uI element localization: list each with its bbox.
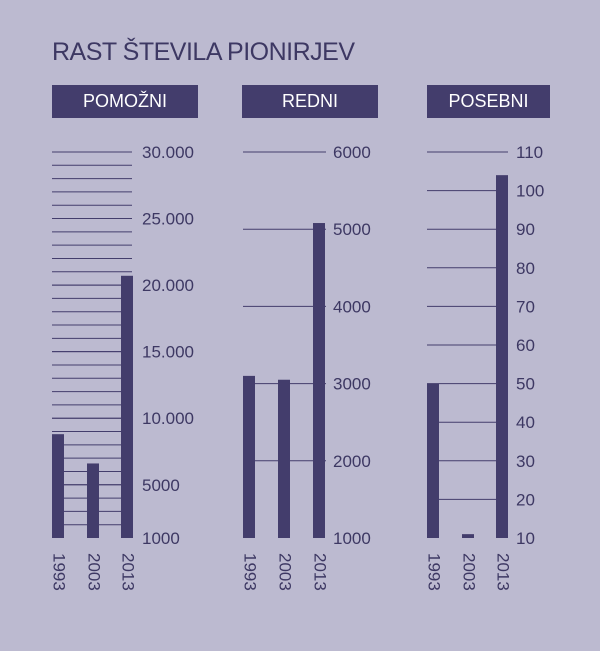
y-tick-label-redni: 1000 bbox=[333, 529, 371, 548]
y-tick-label-posebni: 50 bbox=[516, 375, 535, 394]
bar-pomozni-1993 bbox=[52, 434, 64, 538]
y-tick-label-pomozni: 5000 bbox=[142, 476, 180, 495]
y-tick-label-redni: 4000 bbox=[333, 297, 371, 316]
bar-posebni-2003 bbox=[462, 534, 474, 538]
y-tick-label-redni: 3000 bbox=[333, 375, 371, 394]
x-tick-label-redni: 2013 bbox=[311, 553, 330, 591]
y-tick-label-redni: 5000 bbox=[333, 220, 371, 239]
x-tick-label-redni: 2003 bbox=[276, 553, 295, 591]
y-tick-label-redni: 2000 bbox=[333, 452, 371, 471]
y-tick-label-posebni: 10 bbox=[516, 529, 535, 548]
y-tick-label-posebni: 60 bbox=[516, 336, 535, 355]
bar-redni-2013 bbox=[313, 223, 325, 539]
bar-pomozni-2013 bbox=[121, 275, 133, 538]
x-tick-label-posebni: 1993 bbox=[425, 553, 444, 591]
y-tick-label-pomozni: 25.000 bbox=[142, 210, 194, 229]
y-tick-label-redni: 6000 bbox=[333, 143, 371, 162]
bar-posebni-1993 bbox=[427, 383, 439, 538]
y-tick-label-posebni: 20 bbox=[516, 490, 535, 509]
y-tick-label-pomozni: 30.000 bbox=[142, 143, 194, 162]
bar-pomozni-2003 bbox=[87, 463, 99, 538]
y-tick-label-posebni: 90 bbox=[516, 220, 535, 239]
y-tick-label-posebni: 100 bbox=[516, 182, 544, 201]
x-tick-label-redni: 1993 bbox=[241, 553, 260, 591]
x-tick-label-pomozni: 1993 bbox=[50, 553, 69, 591]
y-tick-label-posebni: 110 bbox=[516, 143, 543, 162]
y-tick-label-pomozni: 20.000 bbox=[142, 276, 194, 295]
y-tick-label-pomozni: 15.000 bbox=[142, 343, 194, 362]
x-tick-label-pomozni: 2013 bbox=[119, 553, 138, 591]
panel-header-redni: REDNI bbox=[242, 85, 378, 118]
panel-header-pomozni: POMOŽNI bbox=[52, 85, 198, 118]
bar-posebni-2013 bbox=[496, 175, 508, 538]
bar-redni-2003 bbox=[278, 379, 290, 538]
y-tick-label-pomozni: 10.000 bbox=[142, 409, 194, 428]
y-tick-label-posebni: 70 bbox=[516, 297, 535, 316]
bar-redni-1993 bbox=[243, 375, 255, 538]
x-tick-label-posebni: 2003 bbox=[460, 553, 479, 591]
x-tick-label-posebni: 2013 bbox=[494, 553, 513, 591]
panel-header-posebni: POSEBNI bbox=[427, 85, 550, 118]
y-tick-label-posebni: 80 bbox=[516, 259, 535, 278]
y-tick-label-pomozni: 1000 bbox=[142, 529, 180, 548]
y-tick-label-posebni: 30 bbox=[516, 452, 535, 471]
page-title: RAST ŠTEVILA PIONIRJEV bbox=[52, 38, 355, 66]
x-tick-label-pomozni: 2003 bbox=[85, 553, 104, 591]
y-tick-label-posebni: 40 bbox=[516, 413, 535, 432]
